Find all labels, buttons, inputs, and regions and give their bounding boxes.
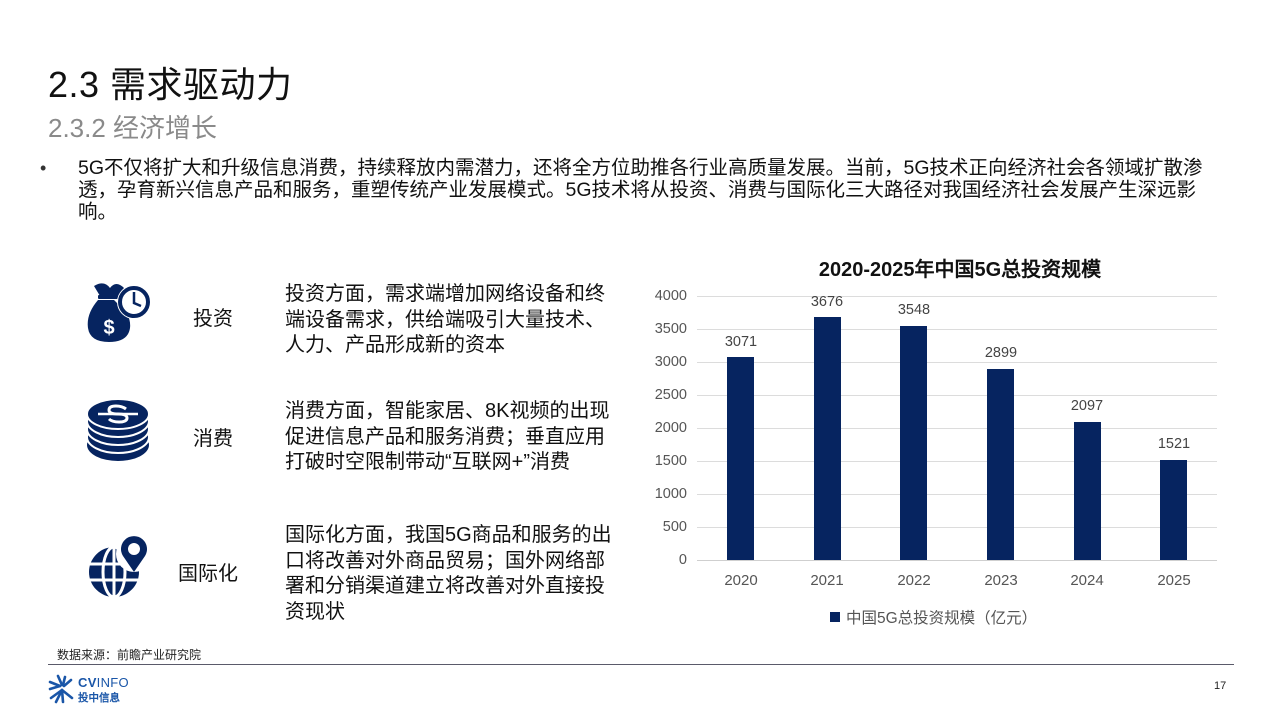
y-tick: 0 bbox=[678, 552, 687, 568]
y-tick: 1500 bbox=[654, 453, 687, 469]
gridline bbox=[697, 395, 1217, 396]
bar-value-label: 1521 bbox=[1157, 436, 1191, 452]
bullet-marker: • bbox=[40, 158, 47, 178]
gridline bbox=[697, 329, 1217, 330]
y-tick: 4000 bbox=[654, 288, 687, 304]
logo-text-en-bold: CV bbox=[78, 675, 97, 690]
logo-burst-icon bbox=[48, 674, 74, 704]
x-tick: 2020 bbox=[724, 572, 758, 589]
category-desc-internationalization: 国际化方面，我国5G商品和服务的出口将改善对外商品贸易；国外网络部署和分销渠道建… bbox=[285, 524, 612, 623]
category-label-investment: 投资 bbox=[193, 308, 233, 330]
x-tick: 2022 bbox=[897, 572, 931, 589]
footer-divider bbox=[48, 664, 1234, 665]
bar-2022 bbox=[900, 326, 927, 560]
y-tick: 2000 bbox=[654, 420, 687, 436]
category-desc-consumption: 消费方面，智能家居、8K视频的出现促进信息产品和服务消费；垂直应用打破时空限制带… bbox=[285, 400, 610, 473]
y-tick: 3500 bbox=[654, 321, 687, 337]
y-tick: 2500 bbox=[654, 387, 687, 403]
x-tick: 2024 bbox=[1070, 572, 1104, 589]
chart-legend: 中国5G总投资规模（亿元） bbox=[830, 606, 1037, 628]
company-logo: CVINFO 投中信息 bbox=[48, 672, 158, 706]
gridline bbox=[697, 296, 1217, 297]
chart-title: 2020-2025年中国5G总投资规模 bbox=[818, 259, 1102, 281]
gridline bbox=[697, 362, 1217, 363]
bar-2021 bbox=[814, 317, 841, 560]
gridline bbox=[697, 428, 1217, 429]
y-tick: 3000 bbox=[654, 354, 687, 370]
bar-2023 bbox=[987, 369, 1014, 560]
svg-text:$: $ bbox=[103, 317, 114, 339]
x-tick: 2025 bbox=[1157, 572, 1191, 589]
bar-value-label: 2899 bbox=[984, 345, 1018, 361]
y-tick: 500 bbox=[662, 519, 687, 535]
bar-2025 bbox=[1160, 460, 1187, 560]
category-label-internationalization: 国际化 bbox=[178, 563, 238, 585]
gridline bbox=[697, 527, 1217, 528]
gridline bbox=[697, 461, 1217, 462]
bar-value-label: 2097 bbox=[1070, 398, 1104, 414]
bar-value-label: 3071 bbox=[724, 334, 758, 350]
y-tick: 1000 bbox=[654, 486, 687, 502]
x-tick: 2021 bbox=[810, 572, 844, 589]
legend-label: 中国5G总投资规模（亿元） bbox=[846, 610, 1038, 627]
category-desc-investment: 投资方面，需求端增加网络设备和终端设备需求，供给端吸引大量技术、人力、产品形成新… bbox=[285, 283, 605, 356]
x-tick: 2023 bbox=[984, 572, 1018, 589]
slide-subtitle: 2.3.2 经济增长 bbox=[48, 113, 218, 143]
legend-swatch bbox=[830, 612, 840, 622]
globe-location-pin-icon bbox=[86, 532, 156, 602]
intro-paragraph: 5G不仅将扩大和升级信息消费，持续释放内需潜力，还将全方位助推各行业高质量发展。… bbox=[78, 157, 1203, 223]
bar-value-label: 3548 bbox=[897, 302, 931, 318]
bar-2024 bbox=[1074, 422, 1101, 560]
coin-stack-icon bbox=[84, 397, 154, 467]
logo-text-en-rest: INFO bbox=[96, 675, 129, 690]
slide-title: 2.3 需求驱动力 bbox=[48, 64, 293, 105]
logo-text-en: CVINFO bbox=[78, 675, 129, 690]
data-source-note: 数据来源：前瞻产业研究院 bbox=[57, 648, 202, 662]
money-bag-clock-icon: $ bbox=[84, 276, 154, 346]
gridline bbox=[697, 494, 1217, 495]
category-label-consumption: 消费 bbox=[193, 428, 233, 450]
logo-text-cn: 投中信息 bbox=[78, 692, 120, 704]
gridline bbox=[697, 560, 1217, 561]
bar-value-label: 3676 bbox=[810, 294, 844, 310]
page-number: 17 bbox=[1214, 680, 1227, 692]
bar-2020 bbox=[727, 357, 754, 560]
